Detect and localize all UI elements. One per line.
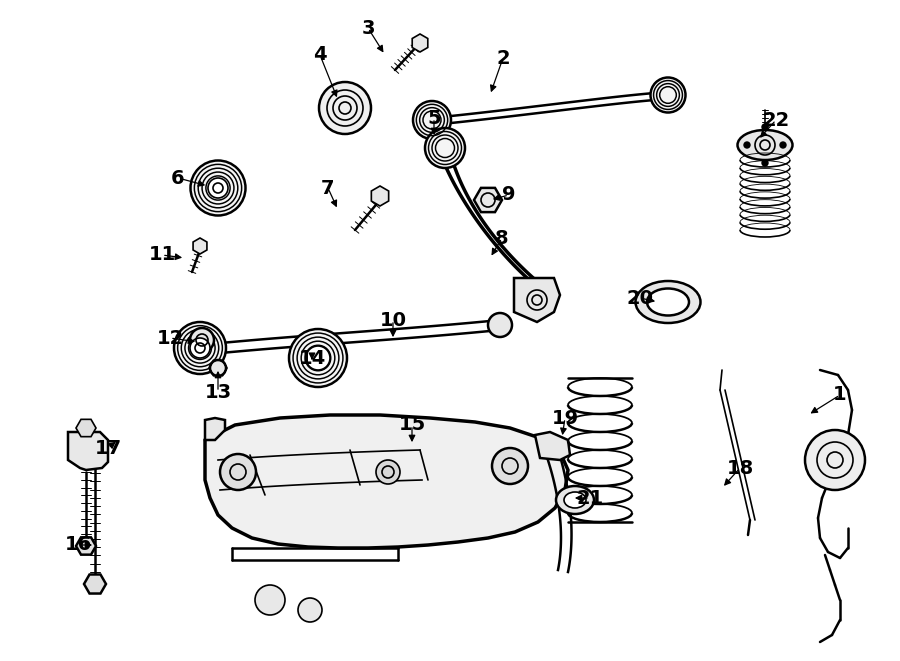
Text: 1: 1 [833,385,847,405]
Circle shape [190,338,210,358]
Polygon shape [205,418,225,440]
Circle shape [190,328,214,352]
Circle shape [744,142,750,148]
Text: 16: 16 [65,535,92,555]
Circle shape [210,360,226,376]
Text: 10: 10 [380,311,407,329]
Polygon shape [514,278,560,322]
Text: 2: 2 [496,48,509,67]
Circle shape [208,178,228,198]
Ellipse shape [289,329,347,387]
Circle shape [780,142,786,148]
Circle shape [226,460,250,484]
Text: 12: 12 [157,329,184,348]
Text: 17: 17 [94,438,122,457]
Text: 11: 11 [148,245,176,264]
Polygon shape [194,238,207,254]
Text: 20: 20 [626,288,653,307]
Text: 7: 7 [321,178,335,198]
Circle shape [255,585,285,615]
Polygon shape [76,419,96,437]
Polygon shape [372,186,389,206]
Text: 5: 5 [428,108,441,128]
Polygon shape [474,188,502,212]
Polygon shape [412,34,427,52]
Polygon shape [76,537,96,555]
Polygon shape [205,415,568,548]
Ellipse shape [564,492,586,508]
Text: 22: 22 [762,110,789,130]
Circle shape [488,313,512,337]
Circle shape [376,460,400,484]
Text: 8: 8 [495,229,508,247]
Circle shape [306,346,330,370]
Ellipse shape [174,322,226,374]
Polygon shape [535,432,570,460]
Circle shape [298,598,322,622]
Text: 3: 3 [361,19,374,38]
Circle shape [805,430,865,490]
Text: 13: 13 [204,383,231,401]
Circle shape [762,124,768,130]
Ellipse shape [319,82,371,134]
Text: 18: 18 [726,459,753,477]
Text: 4: 4 [313,46,327,65]
Circle shape [762,160,768,166]
Circle shape [220,454,256,490]
Ellipse shape [635,281,700,323]
Polygon shape [68,432,108,470]
Text: 15: 15 [399,416,426,434]
Text: 9: 9 [502,186,516,204]
Circle shape [492,448,528,484]
Circle shape [498,456,522,480]
Text: 21: 21 [576,488,604,508]
Text: 19: 19 [552,408,579,428]
Ellipse shape [737,130,793,160]
Text: 6: 6 [171,169,184,188]
Text: 14: 14 [299,348,326,368]
Ellipse shape [647,288,689,315]
Polygon shape [84,574,106,594]
Ellipse shape [413,101,451,139]
Ellipse shape [651,77,686,112]
Ellipse shape [425,128,465,168]
Ellipse shape [556,486,594,514]
Ellipse shape [191,161,246,215]
